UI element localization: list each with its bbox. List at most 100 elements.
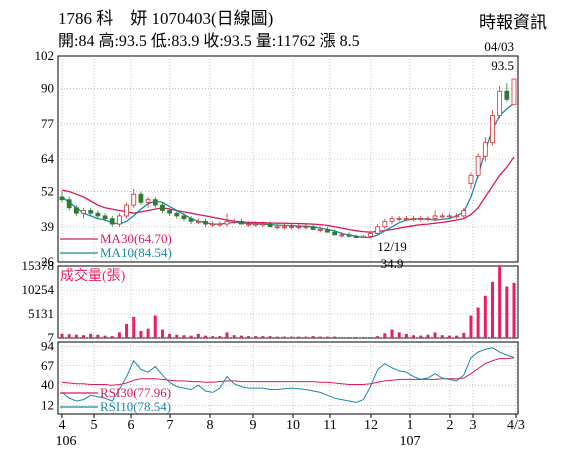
candle-body	[102, 215, 108, 220]
candle	[174, 210, 180, 219]
candle-body	[224, 220, 230, 225]
candle	[475, 153, 481, 178]
candle	[461, 207, 467, 219]
candle-body	[109, 218, 115, 225]
y-tick-label: 102	[35, 48, 55, 63]
annotation-high-date: 04/03	[484, 39, 514, 54]
candle-body	[167, 210, 173, 214]
volume-bar	[397, 332, 401, 338]
candle-body	[174, 212, 180, 217]
candle-body	[504, 90, 510, 100]
rsi-line-0	[61, 357, 515, 386]
volume-bar	[419, 335, 423, 338]
candle-body	[59, 196, 65, 201]
volume-bar	[390, 329, 394, 338]
candle	[274, 224, 280, 230]
volume-bar	[203, 335, 207, 338]
y-tick-label: 77	[41, 116, 55, 131]
candle	[102, 213, 108, 222]
candle	[310, 224, 316, 230]
candle-body	[160, 204, 165, 211]
volume-bar	[304, 336, 308, 338]
candle-body	[267, 223, 273, 228]
candle-body	[497, 90, 503, 117]
price-panel: 26 39 52 64 77 90 102 MA30(64.70)MA10(84.54) 04/…	[35, 39, 518, 271]
ma-line-1	[61, 102, 515, 239]
legend-label: MA30(64.70)	[100, 231, 172, 246]
y-tick-label: 64	[41, 151, 55, 166]
volume-bar	[325, 336, 329, 338]
x-tick-label: 10	[286, 418, 300, 433]
candle	[88, 207, 94, 216]
price-stats: 開:84 高:93.5 低:83.9 收:93.5 量:11762 漲 8.5	[58, 33, 360, 50]
candle	[389, 215, 395, 225]
volume-bar	[476, 307, 480, 338]
candle	[360, 234, 366, 239]
candle	[81, 207, 86, 219]
candle-body	[454, 215, 460, 218]
candle-body	[375, 226, 381, 234]
candle-body	[368, 233, 373, 237]
x-tick-label: 11	[323, 418, 336, 433]
candle-body	[73, 207, 79, 214]
candle	[497, 85, 503, 119]
rsi-line-1	[61, 347, 515, 404]
candle	[238, 218, 244, 225]
volume-bar	[498, 266, 502, 338]
stock-name: 科 妍	[96, 9, 148, 28]
volume-bar	[483, 295, 487, 338]
candle	[425, 215, 431, 222]
volume-bar	[89, 333, 93, 338]
volume-bar	[462, 332, 466, 338]
volume-bar	[268, 336, 272, 338]
candle-body	[382, 220, 388, 228]
volume-bar	[160, 329, 164, 338]
volume-bar	[311, 336, 315, 338]
candle-body	[188, 218, 194, 222]
candle	[511, 78, 517, 106]
y-tick-label: 40	[41, 377, 54, 392]
candle	[59, 191, 65, 203]
candle	[282, 224, 287, 230]
candle	[339, 232, 345, 238]
volume-bar	[211, 336, 215, 338]
candle	[454, 213, 460, 219]
year-label: 106	[56, 434, 77, 449]
candle-body	[418, 218, 424, 221]
candle	[217, 221, 223, 227]
volume-bar	[512, 282, 516, 338]
volume-bar	[505, 286, 509, 338]
candle-body	[131, 193, 137, 206]
candle	[375, 224, 381, 235]
candle-body	[346, 234, 352, 237]
candle	[447, 213, 452, 219]
candle-body	[447, 215, 452, 218]
candle	[303, 224, 309, 230]
y-tick-label: 52	[41, 184, 54, 199]
x-tick-label: 3	[470, 418, 477, 433]
candle	[346, 232, 352, 238]
x-tick-label: 5	[91, 418, 98, 433]
candle-body	[303, 226, 309, 229]
candle	[138, 191, 144, 206]
candle	[411, 215, 416, 222]
candle-body	[195, 220, 201, 223]
candle-body	[360, 235, 366, 239]
volume-bar	[182, 335, 186, 338]
candle	[73, 205, 79, 216]
candle-body	[468, 174, 474, 184]
candle-body	[282, 226, 287, 229]
candle-body	[231, 220, 237, 223]
candle-body	[411, 218, 416, 221]
candle	[432, 210, 438, 222]
candle-body	[274, 226, 280, 229]
volume-bar	[239, 335, 243, 338]
candle-body	[66, 199, 72, 209]
candle-body	[88, 210, 94, 214]
candle-body	[217, 223, 223, 226]
volume-bar	[247, 336, 251, 338]
volume-bar	[297, 336, 301, 338]
y-tick-label: 10254	[22, 282, 55, 297]
x-tick-label: 4	[59, 418, 66, 433]
